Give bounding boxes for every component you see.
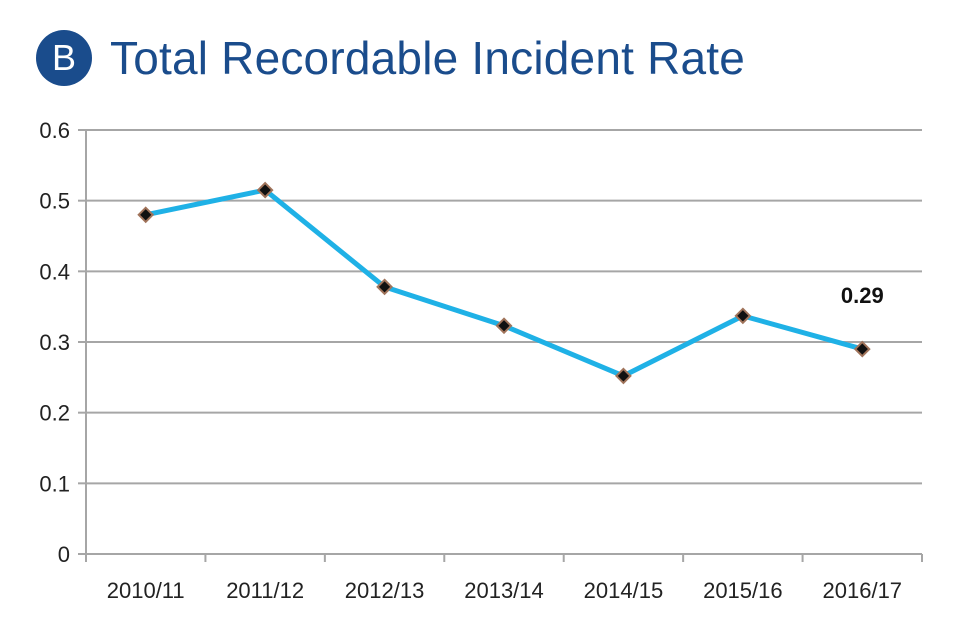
chart-header: B Total Recordable Incident Rate: [36, 24, 745, 92]
y-tick-label: 0.6: [39, 118, 70, 143]
x-tick-label: 2011/12: [226, 578, 304, 603]
y-tick-label: 0: [58, 542, 70, 567]
data-label: 0.29: [841, 283, 884, 308]
y-tick-label: 0.5: [39, 189, 70, 214]
label-layer: 0.29: [841, 283, 884, 308]
data-point-marker: [853, 340, 871, 358]
data-point-marker: [615, 367, 632, 385]
chart-title: Total Recordable Incident Rate: [110, 32, 746, 84]
series-line: [143, 187, 865, 379]
data-point-marker: [137, 206, 155, 224]
data-point-marker: [256, 181, 274, 199]
x-tick-label: 2010/11: [107, 578, 185, 603]
y-tick-label: 0.1: [39, 471, 70, 496]
data-point-marker: [376, 278, 393, 296]
data-point-marker: [734, 307, 752, 325]
y-tick-label: 0.4: [39, 259, 70, 284]
x-tick-label: 2015/16: [703, 578, 783, 603]
series-layer: [137, 181, 871, 385]
x-tick-label: 2012/13: [345, 578, 425, 603]
x-tick-label: 2014/15: [584, 578, 664, 603]
data-point-marker: [495, 317, 513, 335]
y-tick-label: 0.3: [39, 330, 70, 355]
x-tick-label: 2013/14: [464, 578, 544, 603]
section-badge: B: [36, 30, 92, 86]
y-tick-label: 0.2: [39, 401, 70, 426]
x-tick-label: 2016/17: [823, 578, 903, 603]
axis-layer: 0 0.1 0.2 0.3 0.4 0.5 0.6 2010/11 2011/12 2012/13…: [39, 118, 923, 603]
grid-layer: [86, 129, 922, 555]
